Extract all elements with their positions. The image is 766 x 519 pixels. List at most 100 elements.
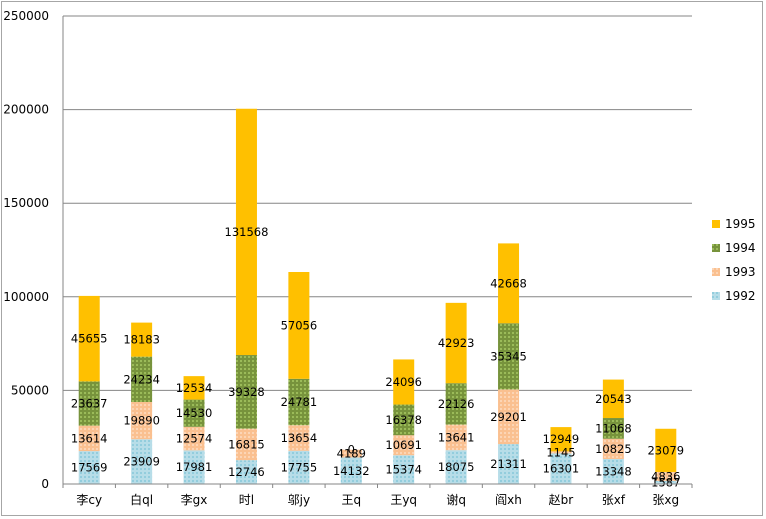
bar-1993-5: [340, 449, 362, 458]
legend-swatch-1993: [712, 268, 720, 276]
data-label-1992-11: 1587: [651, 476, 680, 490]
y-tick-label: 50000: [11, 383, 49, 397]
bar-1995-3: [235, 108, 257, 356]
bar-1993-0: [78, 425, 100, 452]
bar-1992-0: [78, 451, 100, 484]
data-label-1993-6: 10691: [385, 438, 422, 452]
x-tick-label: 时l: [239, 493, 254, 507]
bar-1995-1: [131, 322, 153, 357]
bar-1993-7: [445, 424, 467, 451]
data-label-1995-1: 18183: [123, 333, 160, 347]
bar-1995-4: [288, 272, 310, 379]
data-label-1992-3: 12746: [228, 465, 265, 479]
data-label-1995-7: 42923: [438, 336, 475, 350]
bar-1994-2: [183, 399, 205, 427]
x-tick-label: 邬jy: [288, 492, 310, 507]
bar-1994-8: [498, 323, 520, 390]
data-label-1995-2: 12534: [176, 381, 213, 395]
bar-1995-7: [445, 302, 467, 384]
data-label-1994-5: 0: [348, 443, 355, 457]
legend-label-1995: 1995: [725, 217, 756, 231]
legend-label-1994: 1994: [725, 241, 756, 255]
bar-1992-1: [131, 439, 153, 484]
bar-1992-10: [602, 459, 624, 484]
legend-label-1992: 1992: [725, 289, 756, 303]
data-label-1992-8: 21311: [490, 457, 527, 471]
bar-1992-4: [288, 450, 310, 484]
legend-swatch-1992: [712, 292, 720, 300]
x-tick-label: 王q: [341, 493, 361, 507]
x-tick-label: 李cy: [76, 492, 102, 507]
bar-1992-3: [235, 460, 257, 484]
bar-1995-10: [602, 379, 624, 419]
bar-1993-1: [131, 402, 153, 440]
y-tick-label: 150000: [3, 196, 49, 210]
x-tick-label: 谢q: [446, 492, 466, 507]
data-label-1995-10: 20543: [595, 392, 632, 406]
data-label-1995-3: 131568: [225, 225, 269, 239]
y-axis: 0 50000 100000 150000 200000 250000: [3, 9, 64, 491]
bar-1994-7: [445, 383, 467, 425]
bar-1995-11: [655, 428, 677, 472]
data-label-1994-10: 11068: [595, 421, 632, 435]
data-label-1994-7: 22126: [438, 397, 475, 411]
bar-1993-3: [235, 428, 257, 461]
bar-1995-8: [498, 243, 520, 324]
legend: 1995 1994 1993 1992: [712, 217, 756, 303]
bar-1994-4: [288, 378, 310, 426]
bar-1994-1: [131, 356, 153, 403]
bar-1994-6: [393, 404, 415, 436]
legend-swatch-1994: [712, 244, 720, 252]
data-label-1995-11: 23079: [647, 443, 684, 457]
bar-1993-11: [655, 471, 677, 482]
data-label-1994-0: 23637: [71, 397, 108, 411]
bar-1993-10: [602, 438, 624, 460]
y-tick-label: 0: [41, 477, 49, 491]
bar-series: [78, 108, 677, 484]
data-label-1993-8: 29201: [490, 410, 527, 424]
data-label-1993-3: 16815: [228, 437, 265, 451]
bar-1992-7: [445, 450, 467, 484]
data-label-1993-9: 1145: [546, 445, 575, 459]
x-tick-label: 赵br: [549, 493, 574, 507]
bar-1993-2: [183, 426, 205, 451]
y-tick-label: 250000: [3, 9, 49, 23]
x-axis: 李cy 白ql 李gx 时l 邬jy 王q 王yq 谢q 阎xh 赵br 张xf 张xg: [62, 483, 693, 507]
data-labels: 17569 13614 23637 45655 23909 19890 24234 18183…: [71, 225, 684, 490]
bar-1992-5: [340, 457, 362, 484]
x-tick-label: 白ql: [130, 492, 153, 507]
x-tick-label: 王yq: [390, 493, 417, 507]
data-label-1994-2: 14530: [176, 406, 213, 420]
data-label-1993-0: 13614: [71, 431, 108, 445]
bar-1992-9: [550, 453, 572, 484]
data-label-1994-3: 39328: [228, 385, 265, 399]
bar-1992-8: [498, 444, 520, 484]
bar-1993-8: [498, 389, 520, 445]
data-label-1995-6: 24096: [385, 375, 422, 389]
data-label-1992-2: 17981: [176, 460, 213, 474]
bar-1993-6: [393, 435, 415, 456]
bar-1995-2: [183, 376, 205, 400]
data-label-1992-1: 23909: [123, 455, 160, 469]
x-tick-label: 张xg: [652, 493, 679, 507]
data-label-1994-6: 16378: [385, 413, 422, 427]
y-tick-label: 200000: [3, 103, 49, 117]
data-label-1993-10: 10825: [595, 442, 632, 456]
x-tick-label: 张xf: [602, 493, 626, 507]
data-label-1994-8: 35345: [490, 349, 527, 363]
bar-1994-0: [78, 381, 100, 426]
bar-1992-6: [393, 455, 415, 484]
data-label-1994-4: 24781: [281, 395, 318, 409]
bar-1992-11: [655, 481, 677, 484]
data-label-1993-7: 13641: [438, 430, 475, 444]
data-label-1993-2: 12574: [176, 432, 213, 446]
bar-1993-9: [550, 451, 572, 454]
bar-1993-4: [288, 425, 310, 451]
data-label-1992-4: 17755: [281, 460, 318, 474]
data-label-1992-6: 15374: [385, 463, 422, 477]
bar-1992-2: [183, 450, 205, 484]
gridlines: [63, 15, 692, 391]
data-label-1995-0: 45655: [71, 332, 108, 346]
